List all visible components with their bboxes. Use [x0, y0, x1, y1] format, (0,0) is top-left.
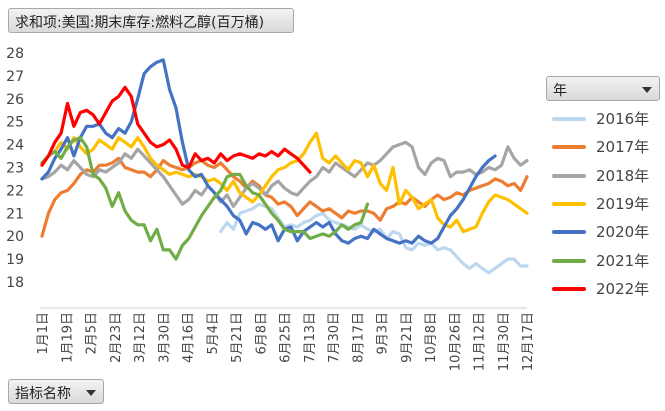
x-tick-label: 11月30日 — [497, 312, 512, 371]
legend-swatch — [552, 258, 586, 263]
x-tick-label: 5月4日 — [206, 312, 221, 355]
legend-field-label: 年 — [553, 83, 567, 99]
x-tick-label: 1月19日 — [60, 312, 75, 363]
legend-label: 2018年 — [596, 166, 650, 185]
chevron-down-icon — [86, 390, 96, 396]
legend-label: 2021年 — [596, 251, 650, 270]
x-axis: 1月1日 1月19日 2月5日 2月23日 3月12日 3月30日 4月16日 5月4日 5月2… — [36, 307, 536, 371]
x-tick-label: 8月17日 — [351, 312, 366, 363]
legend-label: 2016年 — [596, 110, 650, 128]
y-tick-label: 25 — [6, 115, 24, 131]
series-layer — [40, 58, 529, 275]
y-tick-label: 26 — [6, 92, 24, 108]
y-tick-label: 19 — [6, 252, 24, 268]
legend-swatch — [552, 117, 586, 121]
legend-swatch — [552, 201, 586, 206]
x-tick-label: 9月21日 — [400, 312, 415, 363]
x-tick-label: 7月13日 — [303, 312, 318, 363]
legend-label: 2020年 — [596, 223, 650, 242]
y-tick-label: 20 — [6, 229, 24, 245]
y-tick-label: 22 — [6, 183, 24, 199]
series-line-2018年 — [40, 140, 529, 208]
x-tick-label: 10月8日 — [424, 312, 439, 363]
series-line-2020年 — [40, 58, 497, 245]
x-tick-label: 3月30日 — [157, 312, 172, 363]
y-tick-label: 24 — [6, 138, 24, 154]
legend-swatch — [552, 230, 586, 235]
x-tick-label: 4月16日 — [182, 312, 197, 363]
x-tick-label: 7月30日 — [327, 312, 342, 363]
x-tick-label: 11月12日 — [473, 312, 488, 371]
x-tick-label: 6月8日 — [254, 312, 269, 355]
y-tick-label: 23 — [6, 161, 24, 177]
legend-swatch — [552, 286, 586, 291]
x-tick-label: 6月25日 — [279, 312, 294, 363]
x-tick-label: 3月12日 — [133, 312, 148, 363]
x-tick-label: 1月1日 — [36, 312, 51, 355]
x-tick-label: 9月3日 — [376, 312, 391, 355]
legend-swatch — [552, 145, 586, 150]
y-tick-label: 21 — [6, 206, 24, 222]
series-line-2021年 — [40, 136, 370, 261]
legend-label: 2017年 — [596, 138, 650, 157]
chevron-down-icon — [642, 87, 652, 93]
x-tick-label: 2月5日 — [85, 312, 100, 355]
field-button[interactable]: 求和项:美国:期末库存:燃料乙醇(百万桶) — [8, 8, 294, 33]
legend-field-button[interactable]: 年 — [546, 76, 660, 101]
series-line-2017年 — [40, 156, 529, 238]
axis-field-button[interactable]: 指标名称 — [8, 379, 104, 404]
legend-swatch — [552, 173, 586, 178]
field-button-label: 求和项:美国:期末库存:燃料乙醇(百万桶) — [15, 15, 265, 31]
x-tick-label: 10月26日 — [448, 312, 463, 371]
legend-label: 2022年 — [596, 279, 650, 298]
x-tick-label: 12月17日 — [521, 312, 536, 371]
legend-label: 2019年 — [596, 194, 650, 213]
y-axis: 18 19 20 21 22 23 24 25 26 27 28 — [6, 46, 24, 291]
axis-field-label: 指标名称 — [15, 386, 71, 402]
y-tick-label: 18 — [6, 275, 24, 291]
y-tick-label: 27 — [6, 69, 24, 85]
series-line-2022年 — [40, 85, 312, 174]
y-tick-label: 28 — [6, 46, 24, 62]
x-tick-label: 5月21日 — [230, 312, 245, 363]
x-tick-label: 2月23日 — [109, 312, 124, 363]
